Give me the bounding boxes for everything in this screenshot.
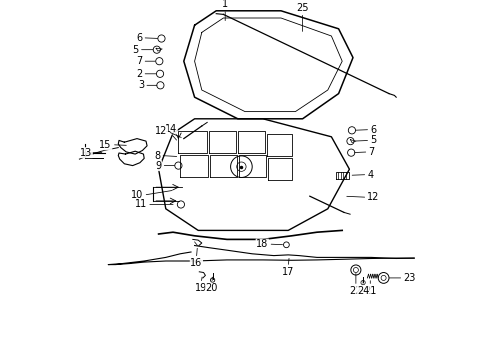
Text: 2: 2 bbox=[136, 69, 143, 79]
Text: 20: 20 bbox=[206, 283, 218, 293]
Text: 14: 14 bbox=[165, 124, 177, 134]
Text: 15: 15 bbox=[99, 140, 112, 150]
Text: 6: 6 bbox=[136, 33, 143, 43]
Text: 17: 17 bbox=[282, 267, 294, 277]
Text: 10: 10 bbox=[131, 190, 144, 200]
Text: 7: 7 bbox=[368, 147, 375, 157]
Text: 4: 4 bbox=[368, 170, 373, 180]
Text: 25: 25 bbox=[296, 3, 309, 13]
Text: 6: 6 bbox=[370, 125, 376, 135]
Text: 21: 21 bbox=[364, 286, 376, 296]
Text: 13: 13 bbox=[80, 148, 93, 158]
Text: 5: 5 bbox=[370, 135, 376, 145]
Text: 11: 11 bbox=[135, 199, 147, 210]
Text: 9: 9 bbox=[155, 161, 162, 171]
Text: 18: 18 bbox=[256, 239, 269, 249]
Text: 7: 7 bbox=[136, 56, 143, 66]
Text: 3: 3 bbox=[138, 80, 144, 90]
Text: 12: 12 bbox=[368, 192, 380, 202]
Text: 8: 8 bbox=[154, 150, 160, 161]
Text: 12: 12 bbox=[155, 126, 168, 136]
Text: 19: 19 bbox=[195, 283, 207, 293]
Text: 23: 23 bbox=[403, 273, 416, 283]
Text: 1: 1 bbox=[222, 0, 228, 9]
Text: 24: 24 bbox=[357, 286, 369, 296]
Text: 22: 22 bbox=[350, 286, 362, 296]
Text: 5: 5 bbox=[133, 45, 139, 55]
Text: 16: 16 bbox=[190, 258, 202, 269]
